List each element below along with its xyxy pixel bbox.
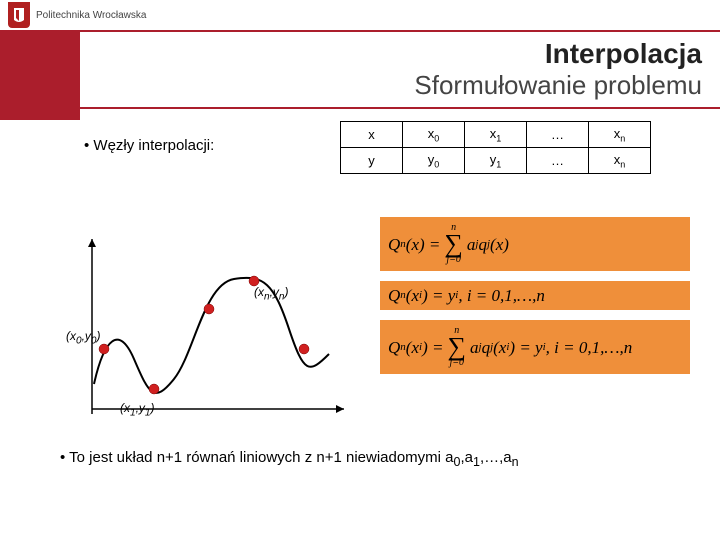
university-logo bbox=[8, 2, 30, 28]
graph-point-label: (x0,y0) bbox=[66, 329, 100, 346]
table-cell: xn bbox=[589, 122, 651, 148]
graph-svg bbox=[74, 229, 354, 419]
graph-point-label: (xn,yn) bbox=[254, 285, 288, 302]
table-cell: xn bbox=[589, 148, 651, 174]
table-cell: y0 bbox=[403, 148, 465, 174]
formula-box: Qn(xi) =n∑j=0aj qj(xi) = yi , i = 0,1,…,… bbox=[380, 320, 690, 374]
formula-stack: Qn(x) =n∑j=0aj qj(x) Qn(xi) = yi , i = 0,… bbox=[380, 217, 690, 384]
table-cell: y1 bbox=[465, 148, 527, 174]
table-cell: x0 bbox=[403, 122, 465, 148]
interpolation-graph: (x0,y0)(x1,y1)(xn,yn) bbox=[74, 229, 354, 419]
bullet-system: • To jest układ n+1 równań liniowych z n… bbox=[60, 449, 519, 469]
slide-subtitle: Sformułowanie problemu bbox=[0, 70, 702, 101]
title-block: Interpolacja Sformułowanie problemu bbox=[0, 30, 720, 109]
table-cell: … bbox=[527, 148, 589, 174]
header-bar: Politechnika Wrocławska bbox=[0, 0, 720, 30]
table-cell: y bbox=[341, 148, 403, 174]
formula-box: Qn(xi) = yi , i = 0,1,…,n bbox=[380, 281, 690, 310]
bullet-nodes: • Węzły interpolacji: bbox=[84, 137, 214, 154]
slide-title: Interpolacja bbox=[0, 38, 702, 70]
content-area: • Węzły interpolacji: xx0x1…xnyy0y1…xn (… bbox=[0, 109, 720, 127]
table-cell: … bbox=[527, 122, 589, 148]
table-cell: x1 bbox=[465, 122, 527, 148]
graph-point-label: (x1,y1) bbox=[120, 401, 154, 418]
formula-box: Qn(x) =n∑j=0aj qj(x) bbox=[380, 217, 690, 271]
university-name: Politechnika Wrocławska bbox=[36, 10, 146, 21]
table-cell: x bbox=[341, 122, 403, 148]
nodes-table: xx0x1…xn yy0y1…xn bbox=[340, 121, 651, 174]
